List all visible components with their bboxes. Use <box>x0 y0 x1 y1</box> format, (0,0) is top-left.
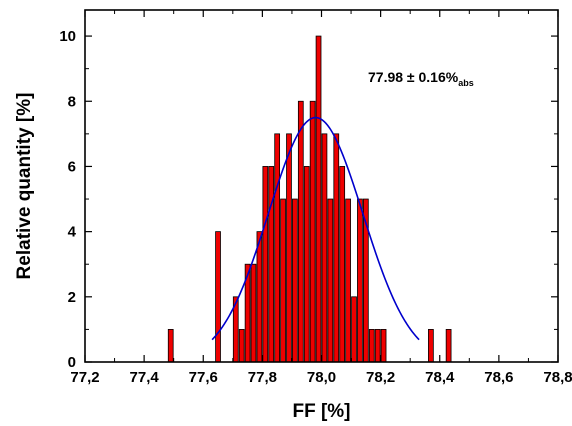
histogram-bar <box>333 133 340 363</box>
histogram-bar <box>368 329 375 363</box>
histogram-bar <box>167 329 174 363</box>
histogram-bar <box>339 166 346 363</box>
gaussian-fit-curve <box>211 116 420 341</box>
x-tick-label: 77,2 <box>70 369 99 386</box>
histogram-bar <box>238 329 245 363</box>
histogram-bar <box>250 263 257 363</box>
histogram-bar <box>256 231 263 363</box>
histogram-bar <box>297 100 304 363</box>
x-tick-label: 77,6 <box>189 369 218 386</box>
x-tick-label: 78,2 <box>366 369 395 386</box>
x-axis-ticks: 77,2 77,4 77,6 77,8 78,0 78,2 78,4 78,6 78,8 <box>70 10 572 386</box>
histogram-bar <box>321 133 328 363</box>
histogram-bars <box>167 35 452 363</box>
histogram-bar <box>345 198 351 363</box>
fit-result-value: 77.98 ± 0.16% <box>368 69 459 85</box>
fit-result-annotation: 77.98 ± 0.16%abs <box>368 69 474 88</box>
histogram-bar <box>274 133 281 363</box>
histogram-bar <box>268 166 275 363</box>
histogram-bar <box>280 198 286 363</box>
x-axis-title: FF [%] <box>292 401 350 422</box>
y-tick-label: 8 <box>68 93 76 110</box>
histogram-bar <box>309 100 316 363</box>
histogram-bar <box>445 329 452 363</box>
y-tick-label: 0 <box>68 354 76 371</box>
histogram-bar <box>303 166 310 363</box>
histogram-bar <box>315 35 322 363</box>
histogram-bar <box>380 329 387 363</box>
y-tick-label: 10 <box>59 28 76 45</box>
x-tick-label: 77,4 <box>130 369 160 386</box>
histogram-bar <box>428 329 434 363</box>
y-tick-label: 6 <box>68 158 76 175</box>
histogram-bar <box>292 198 298 363</box>
x-tick-label: 77,8 <box>248 369 277 386</box>
x-tick-label: 78,0 <box>307 369 336 386</box>
y-axis-ticks: 0 2 4 6 8 10 <box>59 28 558 371</box>
histogram-bar <box>286 133 292 363</box>
histogram-bar <box>215 231 221 363</box>
histogram-bar <box>351 296 357 363</box>
histogram-bar <box>262 166 269 363</box>
y-tick-label: 2 <box>68 289 76 306</box>
histogram-bar <box>327 198 334 363</box>
histogram-bar <box>357 198 363 363</box>
plot-frame <box>84 9 559 363</box>
x-tick-label: 78,8 <box>543 369 572 386</box>
x-tick-label: 78,6 <box>484 369 513 386</box>
y-axis-title: Relative quantity [%] <box>14 93 35 280</box>
y-tick-label: 4 <box>68 224 77 241</box>
x-tick-label: 78,4 <box>425 369 455 386</box>
histogram-bar <box>374 329 381 363</box>
fit-result-subscript: abs <box>458 78 474 88</box>
